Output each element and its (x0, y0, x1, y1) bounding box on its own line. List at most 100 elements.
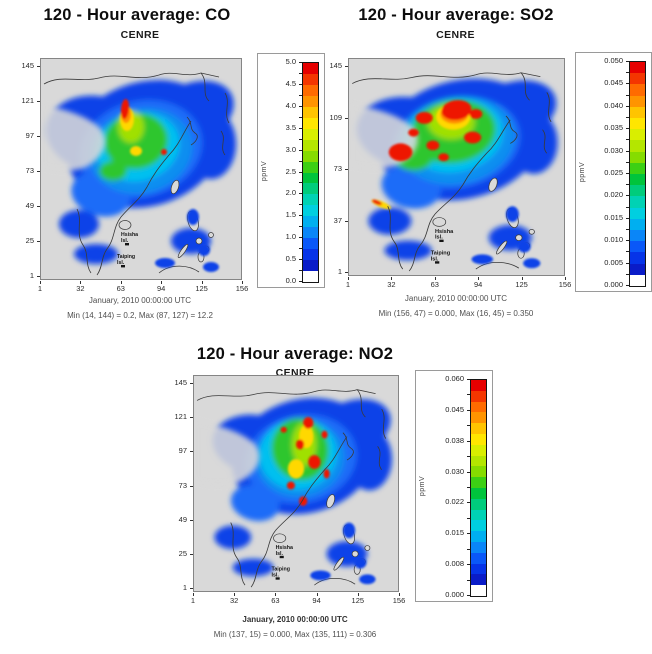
y-axis-tick-mark (190, 383, 193, 384)
colorbar-segment (471, 390, 486, 402)
colorbar-tick-mark (299, 237, 302, 239)
colorbar-tick-label: 3.0 (285, 144, 296, 154)
colorbar-tick-mark (299, 226, 302, 228)
y-axis-tick-label: 121 (21, 96, 34, 105)
caption-date-co: January, 2010 00:00:00 UTC (88, 296, 192, 305)
x-axis-tick-mark (120, 281, 122, 284)
panel-title-so2: 120 - Hour average: SO2 (358, 6, 554, 24)
colorbar-segment (471, 380, 486, 391)
caption-date-so2: January, 2010 00:00:00 UTC (404, 294, 508, 303)
colorbar-tick-label: 3.5 (285, 122, 296, 132)
colorbar-tick-mark (626, 94, 629, 96)
colorbar-segment (471, 563, 486, 575)
caption-date-no2: January, 2010 00:00:00 UTC (242, 615, 348, 624)
colorbar-tick-mark (626, 273, 629, 275)
colorbar-segment (471, 412, 486, 424)
x-axis-tick-mark (434, 277, 436, 280)
colorbar-tick-label: 0.050 (604, 56, 623, 65)
map-plot-no2: Hsisha Isl. Taiping Isl. (193, 375, 399, 592)
caption-minmax-so2: Min (156, 47) = 0.000, Max (16, 45) = 0.… (378, 309, 534, 318)
x-axis-tick-mark (478, 277, 480, 280)
y-axis-tick-mark (345, 272, 348, 273)
x-axis-tick-mark (193, 593, 194, 596)
map-plot-co: Hsisha Isl. Taiping Isl. (40, 58, 242, 280)
colorbar-tick-mark (467, 533, 470, 535)
y-axis-tick-label: 145 (174, 378, 187, 387)
x-axis-tick-label: 32 (230, 596, 239, 605)
colorbar-tick-mark (299, 281, 302, 282)
colorbar-tick-label: 0.000 (445, 590, 464, 599)
colorbar-tick-label: 0.035 (604, 123, 623, 133)
colorbar-tick-label: 0.030 (604, 145, 623, 155)
y-axis-tick-label: 73 (178, 480, 187, 490)
x-axis-tick-label: 63 (116, 284, 125, 293)
colorbar-segment (630, 174, 645, 186)
y-axis-tick-mark (37, 136, 40, 137)
y-axis-tick-label: 73 (333, 164, 342, 173)
x-axis-tick-mark (357, 593, 359, 596)
colorbar-tick-mark (626, 105, 629, 107)
colorbar-tick-mark (626, 117, 629, 118)
y-axis-tick-mark (37, 206, 40, 207)
colorbar-tick-mark (467, 425, 470, 427)
x-axis-tick-label: 94 (157, 284, 166, 293)
y-axis-tick-label: 109 (329, 112, 342, 122)
colorbar-tick-label: 0.015 (445, 528, 464, 538)
colorbar-unit-label: ppmV (579, 161, 586, 183)
colorbar-tick-mark (467, 502, 470, 504)
svg-text:Isl.: Isl. (117, 260, 125, 266)
x-axis-tick-mark (40, 281, 41, 284)
colorbar-co: ppmV 5.0 4.5 4.0 3.5 3.0 2.5 2.0 1.5 1.0 0.5 0.0 (257, 53, 325, 288)
colorbar-segment (303, 172, 318, 184)
colorbar-segment (303, 271, 318, 283)
colorbar-segment (630, 84, 645, 96)
caption-minmax-no2: Min (137, 15) = 0.000, Max (135, 111) = … (213, 630, 377, 639)
colorbar-tick-mark (626, 217, 629, 219)
y-axis-tick-mark (190, 417, 193, 419)
colorbar-segment (471, 444, 486, 456)
svg-text:Isl.: Isl. (121, 238, 129, 244)
colorbar-tick-label: 0.045 (604, 78, 623, 88)
colorbar-tick-mark (299, 83, 302, 85)
y-axis-tick-mark (190, 588, 193, 589)
colorbar-tick-label: 0.005 (604, 257, 623, 267)
colorbar-tick-mark (467, 564, 470, 566)
panel-title-co: 120 - Hour average: CO (43, 6, 231, 24)
colorbar-tick-label: 1.0 (285, 232, 296, 242)
x-axis-tick-mark (161, 281, 163, 284)
coastline (196, 389, 387, 588)
svg-text:Hsisha: Hsisha (435, 229, 453, 235)
colorbar-segment (630, 129, 645, 141)
colorbar-segment (303, 84, 318, 96)
colorbar-tick-mark (626, 285, 629, 286)
colorbar-tick-mark (467, 394, 470, 396)
colorbar-tick-label: 2.5 (285, 166, 296, 176)
colorbar-segment (303, 183, 318, 195)
colorbar-segment (630, 274, 645, 287)
x-axis-tick-mark (80, 281, 82, 284)
y-axis-tick-label: 121 (174, 412, 187, 422)
colorbar-tick-mark (467, 487, 470, 488)
colorbar-segment (303, 73, 318, 85)
colorbar-segment (630, 207, 645, 219)
colorbar-segment (471, 401, 486, 413)
colorbar-tick-mark (299, 193, 302, 195)
y-axis-tick-mark (37, 171, 40, 172)
panel-subtitle-so2: CENRE (436, 29, 475, 41)
colorbar-segment (471, 466, 486, 478)
colorbar-tick-mark (626, 240, 629, 242)
colorbar-segment (303, 227, 318, 239)
colorbar-tick-mark (467, 517, 470, 519)
svg-text:Taiping: Taiping (272, 567, 290, 573)
colorbar-tick-mark (299, 182, 302, 184)
colorbar-tick-label: 0.025 (604, 168, 623, 177)
colorbar-tick-mark (626, 128, 629, 130)
colorbar-tick-mark (626, 206, 629, 208)
x-axis-tick-label: 125 (515, 280, 528, 289)
x-axis-tick-label: 125 (351, 596, 365, 605)
colorbar-segment (471, 487, 486, 499)
x-axis-tick-label: 1 (190, 596, 196, 605)
